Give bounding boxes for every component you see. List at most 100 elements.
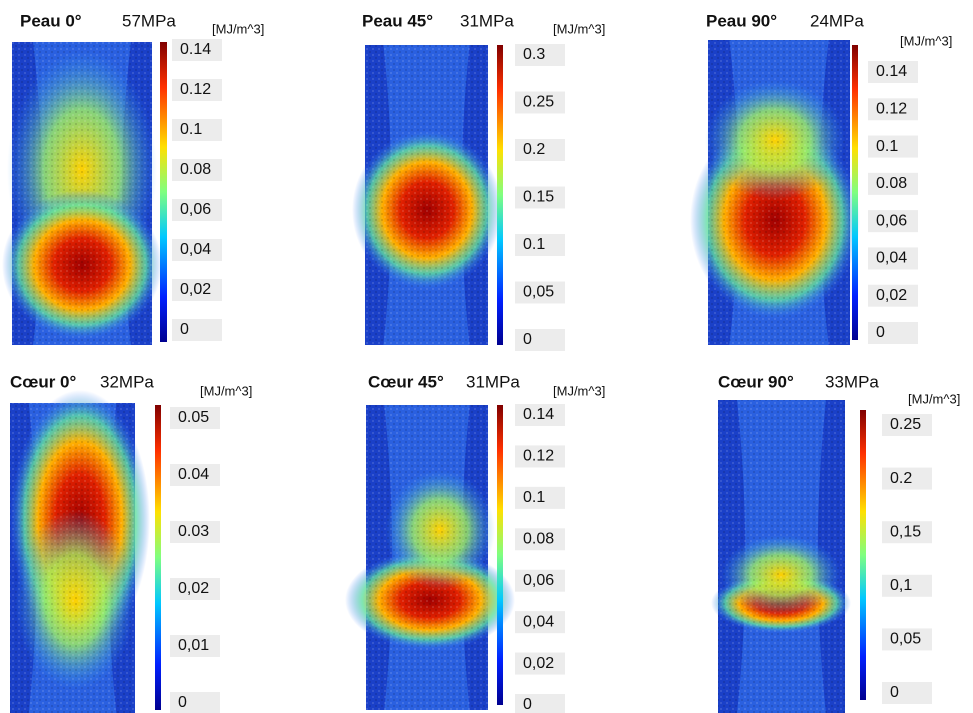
noise-overlay — [366, 405, 488, 710]
tick-label-box — [170, 407, 220, 429]
noise-overlay — [12, 42, 152, 345]
colorbar-tick-label: 0 — [876, 324, 885, 341]
colorbar-tick-label: 0.25 — [890, 416, 921, 433]
colorbar-tick-label: 0.12 — [180, 81, 211, 98]
colorbar-tick-label: 0,04 — [180, 241, 211, 258]
colorbar-tick-label: 0.14 — [876, 63, 907, 80]
colorbar-tick-label: 0,02 — [180, 281, 211, 298]
tick-label-box — [868, 172, 918, 195]
panel-title: Peau 90° — [706, 11, 777, 30]
panel: Peau 0° 57MPa [MJ/m^3]0.14 0.12 0.1 0.08 0,06 0… — [2, 11, 264, 345]
tick-label-box — [170, 692, 220, 713]
colorbar-tick-label: 0.14 — [180, 41, 211, 58]
tick-label-box — [515, 91, 565, 114]
colorbar-tick-label: 0,05 — [890, 631, 921, 648]
colorbar-tick-label: 0,1 — [890, 577, 912, 594]
colorbar-tick-label: 0.03 — [178, 523, 209, 540]
noise-overlay — [365, 45, 488, 345]
colorbar — [852, 45, 858, 340]
tick-label-box — [515, 611, 565, 634]
panel: Cœur 0° 32MPa [MJ/m^3] 0.05 0.04 0.03 0,02 0,01… — [10, 372, 252, 713]
colorbar-tick-label: 0.08 — [523, 531, 554, 548]
tick-label-box — [172, 319, 222, 341]
colorbar-tick-label: 0 — [180, 321, 189, 338]
colorbar-tick-label: 0.08 — [876, 175, 907, 192]
tick-label-box — [515, 652, 565, 675]
noise-overlay — [708, 40, 850, 345]
panel-title: Peau 0° — [20, 11, 82, 30]
unit-label: [MJ/m^3] — [900, 33, 952, 48]
colorbar-tick-label: 0,04 — [876, 250, 907, 267]
panel-title: Cœur 45° — [368, 372, 444, 391]
stress-label: 31MPa — [460, 11, 514, 30]
colorbar-tick-label: 0,02 — [876, 287, 907, 304]
colorbar-tick-label: 0.2 — [890, 470, 912, 487]
panel-title: Peau 45° — [362, 11, 433, 30]
colorbar-tick-label: 0 — [523, 696, 532, 713]
tick-label-box — [172, 199, 222, 221]
tick-label-box — [515, 139, 565, 161]
panel-title: Cœur 0° — [10, 372, 77, 391]
colorbar-tick-label: 0.14 — [523, 406, 554, 423]
colorbar-tick-label: 0.2 — [523, 141, 545, 158]
stress-label: 32MPa — [100, 372, 154, 391]
colorbar-tick-label: 0.04 — [178, 466, 209, 483]
tick-label-box — [170, 578, 220, 600]
tick-label-box — [868, 61, 918, 83]
colorbar-tick-label: 0,15 — [890, 523, 921, 540]
tick-label-box — [515, 445, 565, 468]
tick-label-box — [172, 279, 222, 301]
tick-label-box — [172, 79, 222, 101]
panel-title: Cœur 90° — [718, 372, 794, 391]
stress-label: 24MPa — [810, 11, 864, 30]
tick-label-box — [172, 119, 222, 141]
colorbar-tick-label: 0,06 — [180, 201, 211, 218]
colorbar-tick-label: 0,02 — [178, 580, 209, 597]
tick-label-box — [170, 464, 220, 486]
stress-label: 33MPa — [825, 372, 879, 391]
panel: Peau 90° 24MPa [MJ/m^3] 0.14 0.12 0.1 0.08 0,06… — [690, 11, 952, 345]
colorbar-tick-label: 0,01 — [178, 637, 209, 654]
unit-label: [MJ/m^3] — [553, 383, 605, 398]
panel: Peau 45° 31MPa [MJ/m^3] 0.3 0.25 0.2 0.15 0.1 0,… — [352, 11, 605, 351]
tick-label-box — [868, 284, 918, 307]
noise-overlay — [718, 400, 845, 713]
tick-label-box — [515, 44, 565, 66]
tick-label-box — [882, 574, 932, 597]
tick-label-box — [868, 135, 918, 158]
panel: Cœur 90° 33MPa [MJ/m^3] 0.25 0.2 0,15 0,1 0,05 0 — [711, 372, 960, 713]
tick-label-box — [868, 322, 918, 344]
tick-label-box — [515, 694, 565, 713]
unit-label: [MJ/m^3] — [908, 391, 960, 406]
colorbar — [860, 410, 866, 700]
tick-label-box — [515, 234, 565, 256]
colorbar-tick-label: 0,02 — [523, 655, 554, 672]
tick-label-box — [515, 329, 565, 351]
tick-label-box — [882, 467, 932, 490]
tick-label-box — [170, 521, 220, 543]
colorbar-tick-label: 0.3 — [523, 46, 545, 63]
tick-label-box — [515, 186, 565, 209]
tick-label-box — [170, 635, 220, 657]
colorbar-tick-label: 0,04 — [523, 613, 554, 630]
stress-label: 57MPa — [122, 11, 176, 30]
colorbar-tick-label: 0.1 — [876, 138, 898, 155]
unit-label: [MJ/m^3] — [200, 383, 252, 398]
colorbar — [155, 405, 161, 710]
stress-label: 31MPa — [466, 372, 520, 391]
tick-label-box — [882, 628, 932, 651]
tick-label-box — [515, 569, 565, 592]
colorbar-tick-label: 0.1 — [180, 121, 202, 138]
colorbar-tick-label: 0 — [890, 684, 899, 701]
colorbar-tick-label: 0,06 — [523, 572, 554, 589]
tick-label-box — [868, 98, 918, 121]
colorbar-tick-label: 0.05 — [178, 409, 209, 426]
colorbar-tick-label: 0.12 — [876, 101, 907, 118]
colorbar-tick-label: 0.1 — [523, 236, 545, 253]
noise-overlay — [10, 403, 135, 713]
colorbar — [160, 42, 167, 342]
colorbar-tick-label: 0 — [178, 694, 187, 711]
unit-label: [MJ/m^3] — [553, 21, 605, 36]
colorbar-tick-label: 0.08 — [180, 161, 211, 178]
